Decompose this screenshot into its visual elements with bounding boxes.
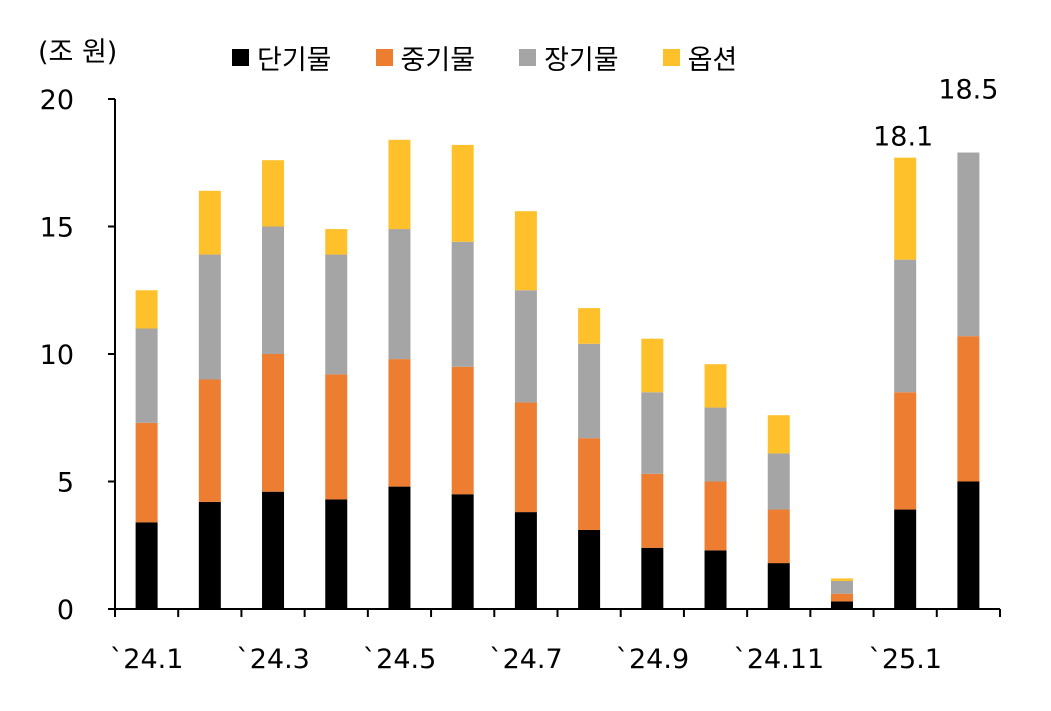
bar-segment-option: [135, 290, 158, 329]
legend-item-option: 옵션: [662, 38, 738, 77]
bar-segment-option: [578, 308, 601, 344]
bar-segment-mid-term: [262, 354, 285, 492]
legend-item-short-term: 단기물: [232, 38, 332, 77]
bar-segment-long-term: [894, 259, 917, 393]
bar-segment-short-term: [135, 522, 158, 609]
bar-segment-long-term: [514, 290, 537, 403]
y-tick-label: 0: [57, 595, 74, 626]
bar-segment-mid-term: [957, 336, 980, 482]
bar-segment-short-term: [325, 499, 348, 609]
bar-segment-mid-term: [894, 392, 917, 510]
legend-item-mid-term: 중기물: [375, 38, 476, 77]
bar-segment-option: [514, 211, 537, 291]
x-tick-label: `24.11: [733, 644, 824, 675]
bar-segment-mid-term: [514, 402, 537, 513]
total-annotation-label: 18.5: [938, 75, 998, 106]
bar-segment-mid-term: [325, 374, 348, 500]
bar-segment-option: [830, 578, 853, 581]
bar-segment-mid-term: [641, 473, 664, 548]
y-axis-unit-label: (조 원): [38, 37, 118, 68]
x-tick-label: `24.1: [110, 644, 184, 675]
bar-segment-long-term: [388, 229, 411, 360]
bar-segment-mid-term: [767, 509, 790, 564]
bar-segment-option: [198, 190, 221, 255]
legend-label-option: 옵션: [687, 45, 738, 76]
bar-segment-mid-term: [830, 593, 853, 602]
bar-segment-long-term: [135, 328, 158, 423]
bar-segment-mid-term: [135, 422, 158, 523]
bar-segment-long-term: [451, 241, 474, 367]
x-tick-label: `24.9: [616, 644, 690, 675]
legend: 단기물 중기물 장기물 옵션: [232, 38, 781, 77]
bar-segment-short-term: [578, 529, 601, 609]
legend-item-long-term: 장기물: [519, 38, 619, 77]
bar-segment-long-term: [704, 407, 727, 482]
x-tick-label: `24.3: [236, 644, 310, 675]
bar-segment-mid-term: [198, 379, 221, 502]
bar-segment-long-term: [957, 152, 980, 337]
bar-segment-short-term: [767, 563, 790, 609]
bar-segment-short-term: [451, 494, 474, 609]
bar-segment-short-term: [388, 486, 411, 609]
bar-segment-long-term: [325, 254, 348, 375]
x-tick-label: `25.1: [868, 644, 942, 675]
bar-segment-option: [641, 338, 664, 393]
bar-segment-mid-term: [704, 481, 727, 551]
bar-segment-mid-term: [388, 359, 411, 487]
bar-segment-short-term: [514, 512, 537, 609]
bar-segment-short-term: [704, 550, 727, 609]
legend-swatch-mid-term: [375, 49, 393, 66]
bar-segment-short-term: [830, 601, 853, 609]
legend-label-long-term: 장기물: [544, 45, 619, 76]
bar-segment-option: [262, 160, 285, 227]
bar-segment-option: [894, 157, 917, 260]
legend-swatch-short-term: [232, 49, 249, 66]
legend-label-short-term: 단기물: [257, 45, 332, 76]
bar-segment-short-term: [198, 501, 221, 609]
x-tick-label: `24.7: [489, 644, 563, 675]
bar-segment-short-term: [641, 547, 664, 609]
bar-segment-short-term: [262, 491, 285, 609]
legend-swatch-long-term: [519, 49, 537, 66]
y-tick-label: 5: [57, 468, 74, 499]
bar-segment-long-term: [641, 392, 664, 474]
bar-segment-short-term: [957, 481, 980, 609]
y-tick-label: 10: [40, 340, 74, 371]
total-annotation-label: 18.1: [873, 122, 933, 153]
x-tick-label: `24.5: [363, 644, 437, 675]
bar-segment-short-term: [894, 509, 917, 609]
bar-segment-long-term: [578, 343, 601, 439]
bar-segment-option: [325, 229, 348, 255]
y-tick-label: 15: [40, 213, 74, 244]
bar-segment-option: [388, 139, 411, 230]
bar-segment-option: [767, 415, 790, 454]
y-tick-label: 20: [40, 85, 74, 116]
bar-segment-long-term: [198, 254, 221, 380]
bar-segment-long-term: [767, 453, 790, 510]
bar-segment-mid-term: [451, 366, 474, 495]
bar-segment-long-term: [830, 580, 853, 594]
legend-swatch-option: [662, 49, 680, 66]
bar-segment-long-term: [262, 226, 285, 354]
bar-segment-option: [704, 364, 727, 408]
bar-segment-option: [451, 144, 474, 242]
bar-segment-mid-term: [578, 438, 601, 530]
legend-label-mid-term: 중기물: [400, 45, 476, 76]
